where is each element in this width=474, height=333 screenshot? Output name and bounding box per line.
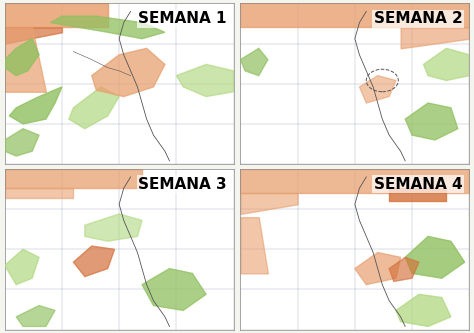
- Polygon shape: [85, 214, 142, 241]
- Polygon shape: [176, 64, 234, 97]
- Polygon shape: [405, 103, 458, 140]
- Polygon shape: [16, 306, 55, 326]
- Polygon shape: [240, 48, 268, 76]
- Polygon shape: [5, 39, 39, 76]
- Polygon shape: [69, 87, 119, 129]
- Text: SEMANA 1: SEMANA 1: [138, 11, 227, 26]
- Polygon shape: [9, 87, 62, 124]
- Polygon shape: [396, 294, 451, 326]
- Polygon shape: [73, 246, 115, 277]
- Text: SEMANA 2: SEMANA 2: [374, 11, 463, 26]
- Polygon shape: [51, 16, 165, 39]
- Polygon shape: [389, 257, 419, 281]
- Polygon shape: [5, 249, 39, 285]
- Polygon shape: [423, 48, 469, 81]
- Polygon shape: [359, 76, 396, 103]
- Polygon shape: [91, 48, 165, 97]
- Text: SEMANA 4: SEMANA 4: [374, 177, 463, 192]
- Polygon shape: [5, 129, 39, 156]
- Text: SEMANA 3: SEMANA 3: [138, 177, 227, 192]
- Polygon shape: [142, 269, 206, 310]
- Polygon shape: [355, 252, 401, 285]
- Polygon shape: [405, 236, 465, 278]
